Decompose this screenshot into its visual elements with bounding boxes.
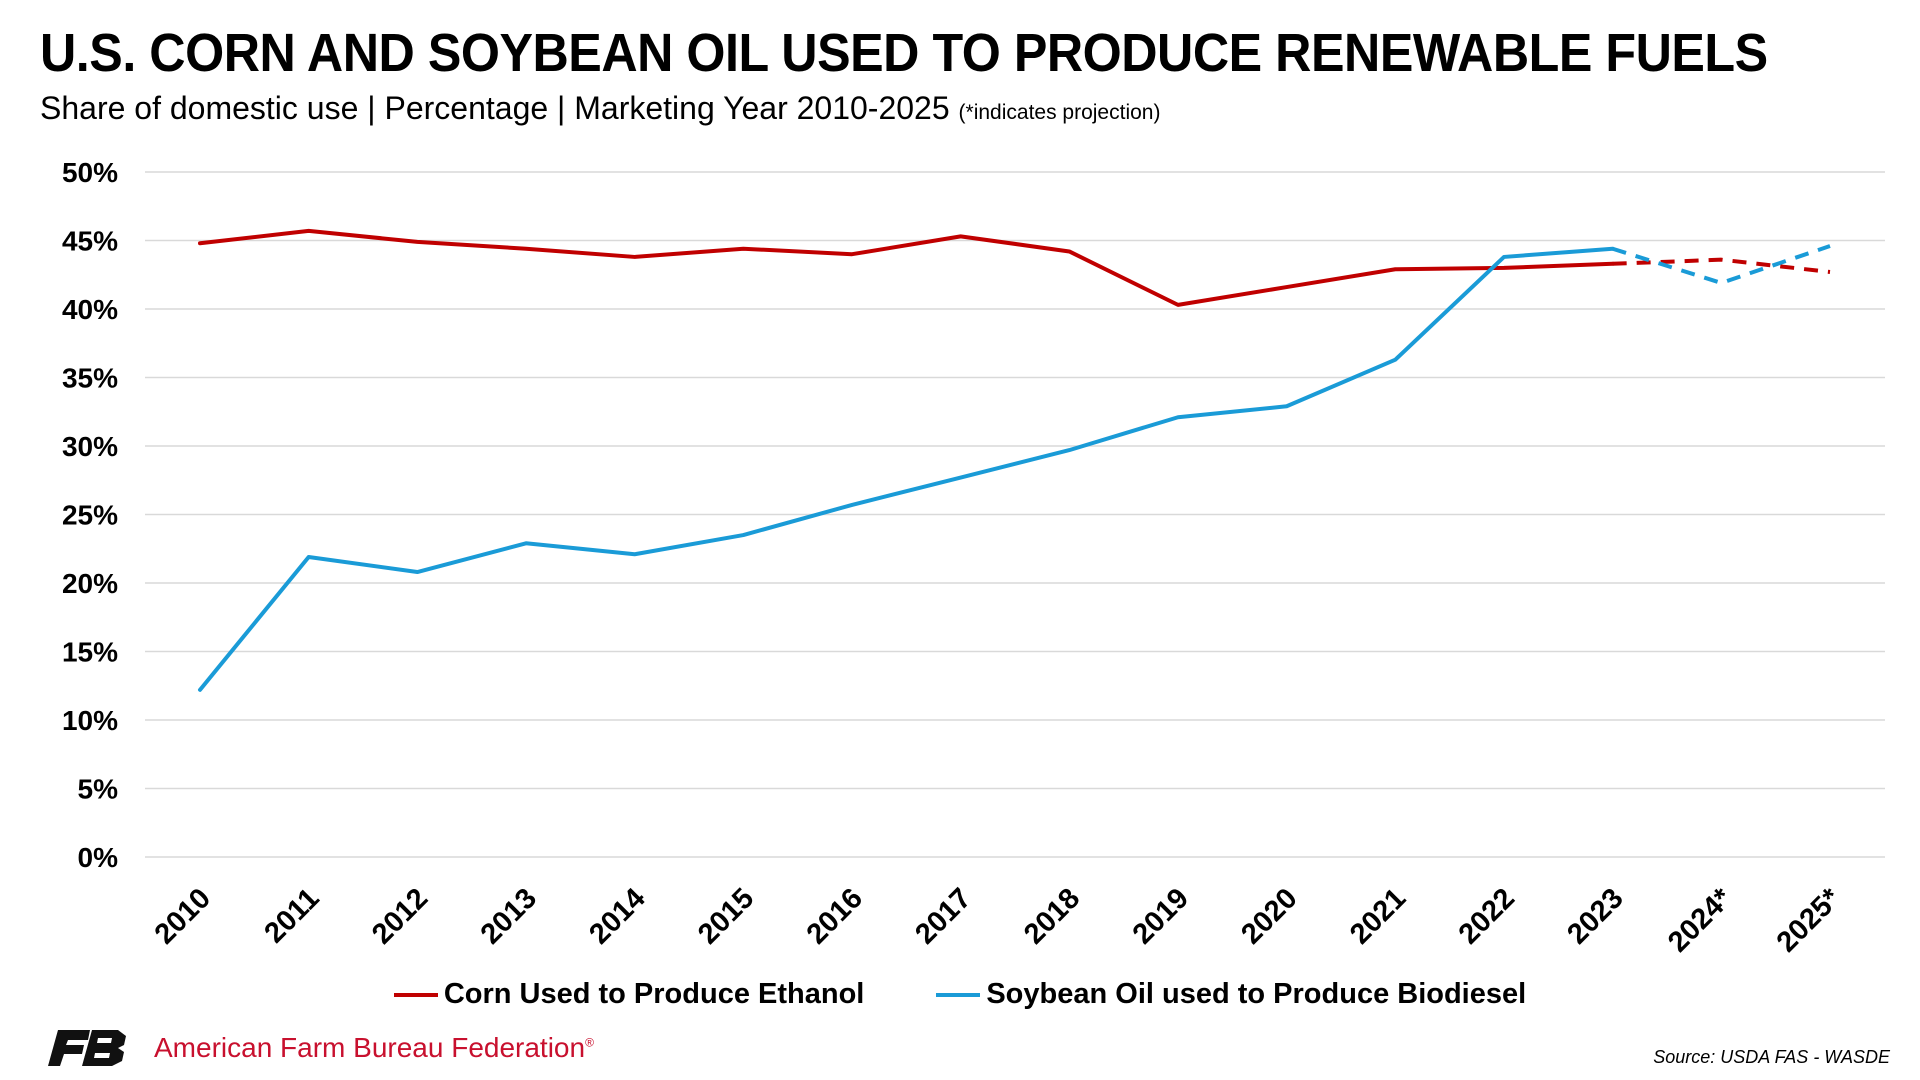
y-tick-label: 10% [62, 705, 118, 736]
data-point [523, 246, 529, 252]
data-point [1066, 447, 1072, 453]
x-tick-label: 2019 [1127, 882, 1195, 950]
series-projection-1 [1612, 244, 1831, 285]
source-note: Source: USDA FAS - WASDE [1653, 1047, 1890, 1067]
y-tick-label: 0% [78, 842, 119, 873]
data-point [740, 246, 746, 252]
data-point [1392, 266, 1398, 272]
data-point [1284, 403, 1290, 409]
x-tick-label: 2016 [801, 882, 869, 950]
data-point [197, 240, 203, 246]
data-point [1827, 243, 1833, 249]
y-tick-label: 20% [62, 568, 118, 599]
data-point [632, 254, 638, 260]
data-point [1284, 284, 1290, 290]
y-tick-label: 25% [62, 500, 118, 531]
projection-note: (*indicates projection) [958, 101, 1161, 124]
chart-subtitle: Share of domestic use | Percentage | Mar… [40, 90, 1160, 127]
data-point [1066, 248, 1072, 254]
legend-swatch-soybean [936, 992, 981, 997]
data-point [1501, 254, 1507, 260]
y-tick-label: 35% [62, 363, 118, 394]
data-point [197, 687, 203, 693]
data-point [849, 502, 855, 508]
data-point [1392, 357, 1398, 363]
x-tick-label: 2018 [1018, 882, 1086, 950]
y-tick-label: 30% [62, 431, 118, 462]
data-point [1610, 261, 1616, 267]
x-tick-label: 2011 [258, 882, 325, 949]
data-point [1501, 265, 1507, 271]
legend: Corn Used to Produce Ethanol Soybean Oil… [0, 978, 1920, 1011]
x-tick-label: 2023 [1561, 882, 1629, 950]
x-tick-label: 2010 [149, 882, 217, 950]
data-point [1175, 414, 1181, 420]
data-point [849, 251, 855, 257]
x-tick-label: 2020 [1235, 882, 1303, 950]
data-point [1175, 302, 1181, 308]
x-tick-label: 2013 [475, 882, 543, 950]
series-line-1 [198, 246, 1615, 692]
legend-label-corn: Corn Used to Produce Ethanol [443, 978, 865, 1010]
x-tick-label: 2024* [1662, 882, 1739, 959]
data-point [306, 554, 312, 560]
legend-swatch-corn [393, 992, 438, 997]
legend-item-corn: Corn Used to Produce Ethanol [393, 978, 865, 1011]
x-tick-label: 2022 [1453, 882, 1521, 950]
y-tick-label: 45% [62, 226, 118, 257]
x-tick-label: 2017 [909, 882, 977, 950]
x-tick-label: 2012 [366, 882, 434, 950]
y-tick-label: 15% [62, 637, 118, 668]
chart-title: U.S. CORN AND SOYBEAN OIL USED TO PRODUC… [40, 23, 1768, 83]
data-point [1610, 246, 1616, 252]
subtitle-text: Share of domestic use | Percentage | Mar… [40, 90, 950, 126]
data-point [1827, 269, 1833, 275]
series-projection-0 [1612, 257, 1831, 274]
x-tick-label: 2025* [1771, 882, 1848, 959]
data-point [958, 475, 964, 481]
data-point [523, 540, 529, 546]
series-line-0 [198, 228, 1615, 307]
data-point [1718, 257, 1724, 263]
y-tick-label: 50% [62, 157, 118, 188]
data-point [306, 228, 312, 234]
legend-item-soybean: Soybean Oil used to Produce Biodiesel [936, 978, 1526, 1011]
x-tick-label: 2015 [692, 882, 760, 950]
data-point [1718, 280, 1724, 286]
data-point [414, 569, 420, 575]
data-point [958, 233, 964, 239]
brand: American Farm Bureau Federation® [48, 1028, 594, 1068]
x-tick-label: 2021 [1344, 882, 1412, 950]
legend-label-soybean: Soybean Oil used to Produce Biodiesel [986, 978, 1527, 1010]
brand-name: American Farm Bureau Federation® [154, 1032, 594, 1063]
data-point [414, 239, 420, 245]
y-tick-label: 40% [62, 294, 118, 325]
data-point [740, 532, 746, 538]
line-chart: 0% 5% 10% 15% 20% 25% 30% 35% 40% 45% 50% 2010 2011 2… [62, 157, 1885, 959]
farm-bureau-logo-icon [48, 1030, 126, 1066]
x-tick-label: 2014 [583, 882, 651, 950]
data-point [632, 551, 638, 557]
y-tick-label: 5% [78, 774, 119, 805]
